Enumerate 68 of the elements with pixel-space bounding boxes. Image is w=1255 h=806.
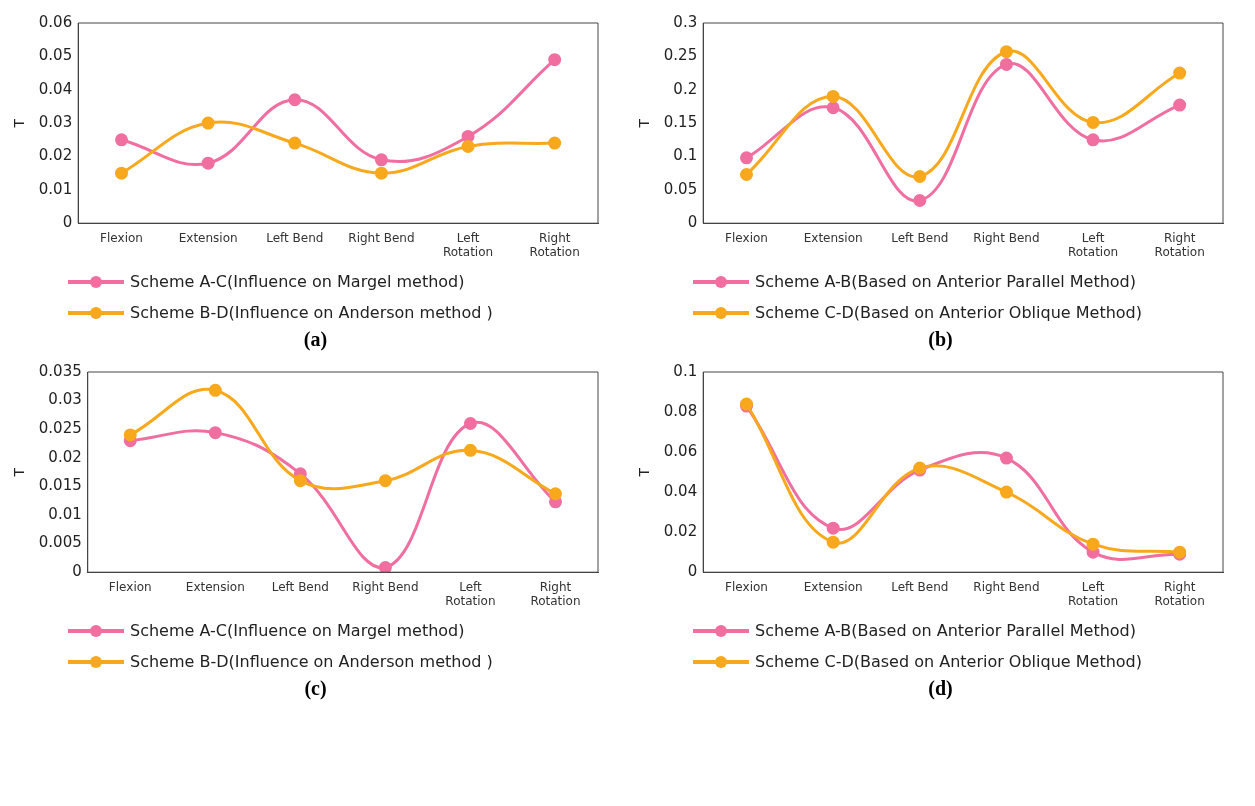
y-tick-label: 0 [687, 562, 698, 581]
x-tick-label: Extension [803, 230, 863, 245]
x-tick-label: Left Bend [271, 579, 329, 594]
y-tick-label: 0.02 [663, 522, 698, 541]
y-tick-label: 0.2 [673, 79, 698, 98]
legend-label: Scheme B-D(Influence on Anderson method ) [130, 652, 493, 671]
legend-label: Scheme A-B(Based on Anterior Parallel Method) [755, 272, 1136, 291]
x-tick-label: Right Bend [348, 230, 415, 245]
x-tick-label: Left Rotation [1067, 579, 1119, 608]
x-tick-label: Flexion [725, 579, 768, 594]
y-tick-label: 0.25 [663, 46, 698, 65]
x-tick-label: Extension [803, 579, 863, 594]
y-tick-label: 0.05 [663, 179, 698, 198]
y-tick-label: 0.1 [673, 146, 698, 165]
y-tick-label: 0.02 [48, 447, 82, 466]
x-tick-label: Left Bend [266, 230, 324, 245]
x-tick-label: Right Rotation [530, 579, 581, 608]
legend-label: Scheme C-D(Based on Anterior Oblique Method) [755, 652, 1142, 671]
x-tick-label: Right Rotation [1154, 579, 1205, 608]
y-tick-label: 0.3 [673, 12, 698, 31]
x-tick-label: Extension [185, 579, 245, 594]
y-tick-label: 0.15 [663, 112, 698, 131]
y-tick-label: 0.03 [38, 112, 73, 131]
y-tick-label: 0.01 [48, 504, 82, 523]
y-tick-label: 0.03 [48, 390, 82, 409]
y-tick-label: 0.04 [38, 79, 73, 98]
x-tick-label: Left Rotation [1067, 230, 1119, 259]
legend-label: Scheme C-D(Based on Anterior Oblique Method) [755, 303, 1142, 322]
y-tick-label: 0 [72, 562, 82, 581]
legend-label: Scheme A-C(Influence on Margel method) [130, 621, 465, 640]
y-axis-title: T [11, 118, 28, 129]
y-tick-label: 0.005 [38, 533, 82, 552]
y-tick-label: 0.035 [38, 361, 82, 380]
y-tick-label: 0.04 [663, 482, 698, 501]
legend-label: Scheme A-B(Based on Anterior Parallel Method) [755, 621, 1136, 640]
x-tick-label: Right Bend [973, 579, 1040, 594]
legend-label: Scheme A-C(Influence on Margel method) [130, 272, 465, 291]
x-tick-label: Left Rotation [442, 230, 494, 259]
x-tick-label: Flexion [725, 230, 768, 245]
text: (c) [303, 677, 328, 700]
x-tick-label: Left Rotation [445, 579, 496, 608]
y-tick-label: 0.08 [663, 401, 698, 420]
x-tick-label: Right Rotation [529, 230, 580, 259]
y-tick-label: 0 [687, 213, 698, 232]
text: (b) [927, 328, 954, 351]
legend-label: Scheme B-D(Influence on Anderson method ) [130, 303, 493, 322]
y-tick-label: 0.02 [38, 146, 73, 165]
x-tick-label: Flexion [108, 579, 152, 594]
y-axis-title: T [636, 118, 653, 129]
y-tick-label: 0.1 [673, 361, 698, 380]
y-tick-label: 0.06 [663, 441, 698, 460]
y-axis-title: T [11, 467, 28, 478]
x-tick-label: Flexion [100, 230, 143, 245]
y-tick-label: 0.05 [38, 46, 73, 65]
y-tick-label: 0.06 [38, 12, 73, 31]
y-tick-label: 0.01 [38, 179, 73, 198]
y-axis-title: T [636, 467, 653, 478]
x-tick-label: Right Bend [352, 579, 419, 594]
x-tick-label: Right Rotation [1154, 230, 1205, 259]
y-tick-label: 0.025 [38, 419, 82, 438]
text: (d) [927, 677, 954, 700]
x-tick-label: Left Bend [891, 230, 949, 245]
x-tick-label: Left Bend [891, 579, 949, 594]
x-tick-label: Extension [178, 230, 238, 245]
y-tick-label: 0.015 [38, 476, 82, 495]
text: (a) [302, 328, 329, 351]
x-tick-label: Right Bend [973, 230, 1040, 245]
y-tick-label: 0 [62, 213, 73, 232]
